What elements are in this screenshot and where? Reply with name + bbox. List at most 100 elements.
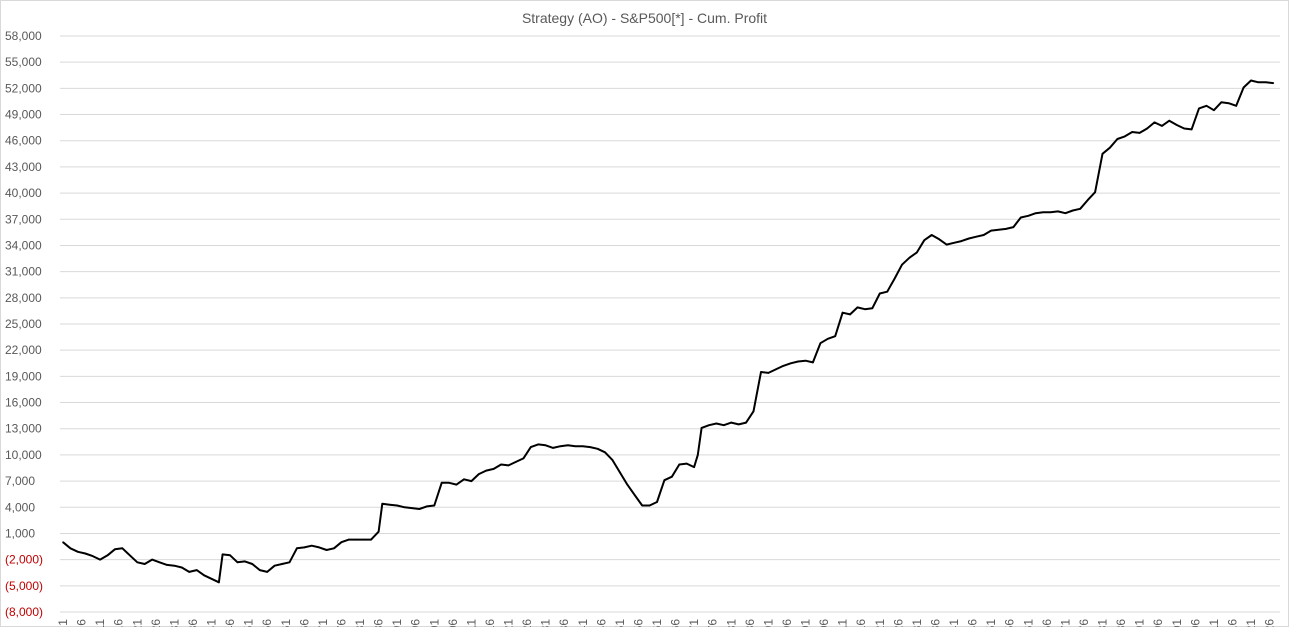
x-tick-label: 271	[1058, 619, 1072, 627]
data-point	[982, 234, 985, 236]
data-point	[1213, 109, 1215, 111]
data-point	[210, 578, 213, 580]
data-point	[879, 292, 881, 295]
x-tick-label: 36	[186, 619, 200, 627]
data-point	[188, 571, 190, 573]
x-tick-label: 171	[687, 619, 701, 627]
x-tick-label: 156	[631, 619, 645, 627]
data-point	[396, 504, 398, 507]
x-tick-label: 206	[817, 619, 831, 627]
data-point	[700, 427, 703, 429]
x-tick-label: 76	[334, 619, 348, 627]
x-tick-label: 291	[1133, 619, 1147, 627]
data-point	[448, 482, 450, 484]
data-point	[500, 463, 502, 466]
data-point	[1205, 105, 1208, 107]
data-point	[938, 238, 940, 241]
data-point	[871, 307, 874, 310]
data-point	[203, 574, 205, 577]
data-point	[166, 564, 168, 566]
data-point	[1138, 132, 1141, 134]
y-tick-label: 43,000	[5, 160, 42, 174]
y-tick-label: (2,000)	[5, 553, 43, 567]
x-tick-label: 281	[1096, 619, 1110, 627]
data-point	[1242, 86, 1245, 89]
data-point	[864, 308, 866, 311]
data-point	[960, 240, 963, 242]
data-point	[99, 558, 101, 561]
data-point	[1109, 146, 1111, 149]
y-tick-label: 1,000	[5, 526, 35, 540]
data-point	[388, 503, 391, 506]
x-tick-label: 191	[761, 619, 775, 627]
data-point	[730, 421, 733, 424]
data-point	[1057, 210, 1059, 213]
y-tick-label: 37,000	[5, 212, 42, 226]
y-tick-label: 22,000	[5, 343, 42, 357]
x-tick-label: 231	[910, 619, 924, 627]
data-point	[1131, 131, 1133, 133]
data-point	[77, 551, 79, 553]
series-line-0	[62, 79, 1274, 584]
x-tick-label: 136	[557, 619, 571, 627]
data-point	[303, 546, 306, 549]
data-point	[782, 365, 784, 367]
x-tick-label: 121	[502, 619, 516, 627]
data-point	[908, 256, 911, 259]
x-tick-label: 61	[279, 619, 293, 627]
x-tick-label: 26	[149, 619, 163, 627]
data-point	[281, 563, 283, 565]
x-tick-label: 56	[260, 619, 274, 627]
x-tick-label: 86	[372, 619, 386, 627]
data-point	[693, 466, 695, 468]
x-tick-label: 41	[205, 619, 219, 627]
data-point	[522, 457, 525, 460]
data-point	[1064, 212, 1067, 214]
data-point	[381, 503, 384, 505]
y-tick-label: (8,000)	[5, 605, 43, 619]
data-point	[827, 338, 829, 340]
data-point	[440, 482, 443, 484]
x-tick-label: 11	[93, 619, 107, 627]
data-point	[697, 454, 699, 456]
data-point	[273, 564, 276, 567]
x-tick-label: 16	[112, 619, 126, 627]
x-tick-label: 51	[242, 619, 256, 627]
data-point	[589, 446, 591, 448]
data-point	[930, 234, 933, 236]
x-tick-label: 96	[409, 619, 423, 627]
x-tick-label: 66	[297, 619, 311, 627]
y-tick-label: 46,000	[5, 134, 42, 148]
data-point	[114, 548, 116, 550]
gridlines	[60, 35, 1280, 613]
x-tick-label: 316	[1225, 619, 1239, 627]
data-point	[611, 459, 614, 461]
x-tick-label: 81	[353, 619, 367, 627]
data-point	[377, 530, 380, 533]
x-tick-label: 196	[780, 619, 794, 627]
data-point	[574, 445, 577, 448]
data-point	[296, 547, 298, 550]
data-point	[1220, 101, 1223, 104]
x-tick-label: 126	[520, 619, 534, 627]
data-point	[370, 538, 372, 541]
x-tick-label: 256	[1003, 619, 1017, 627]
data-point	[760, 371, 762, 373]
y-tick-label: (5,000)	[5, 579, 43, 593]
y-tick-label: 16,000	[5, 396, 42, 410]
data-point	[121, 547, 124, 550]
y-tick-label: 10,000	[5, 448, 42, 462]
data-point	[310, 544, 313, 547]
data-point	[470, 480, 473, 482]
data-point	[582, 445, 584, 448]
data-point	[1072, 209, 1074, 212]
data-point	[515, 461, 517, 463]
data-point	[819, 342, 822, 345]
data-point	[266, 571, 269, 573]
data-point	[1153, 121, 1156, 124]
data-point	[1079, 208, 1081, 210]
x-tick-label: 251	[984, 619, 998, 627]
data-point	[1146, 127, 1148, 130]
x-tick-label: 166	[669, 619, 683, 627]
data-point	[463, 478, 465, 481]
